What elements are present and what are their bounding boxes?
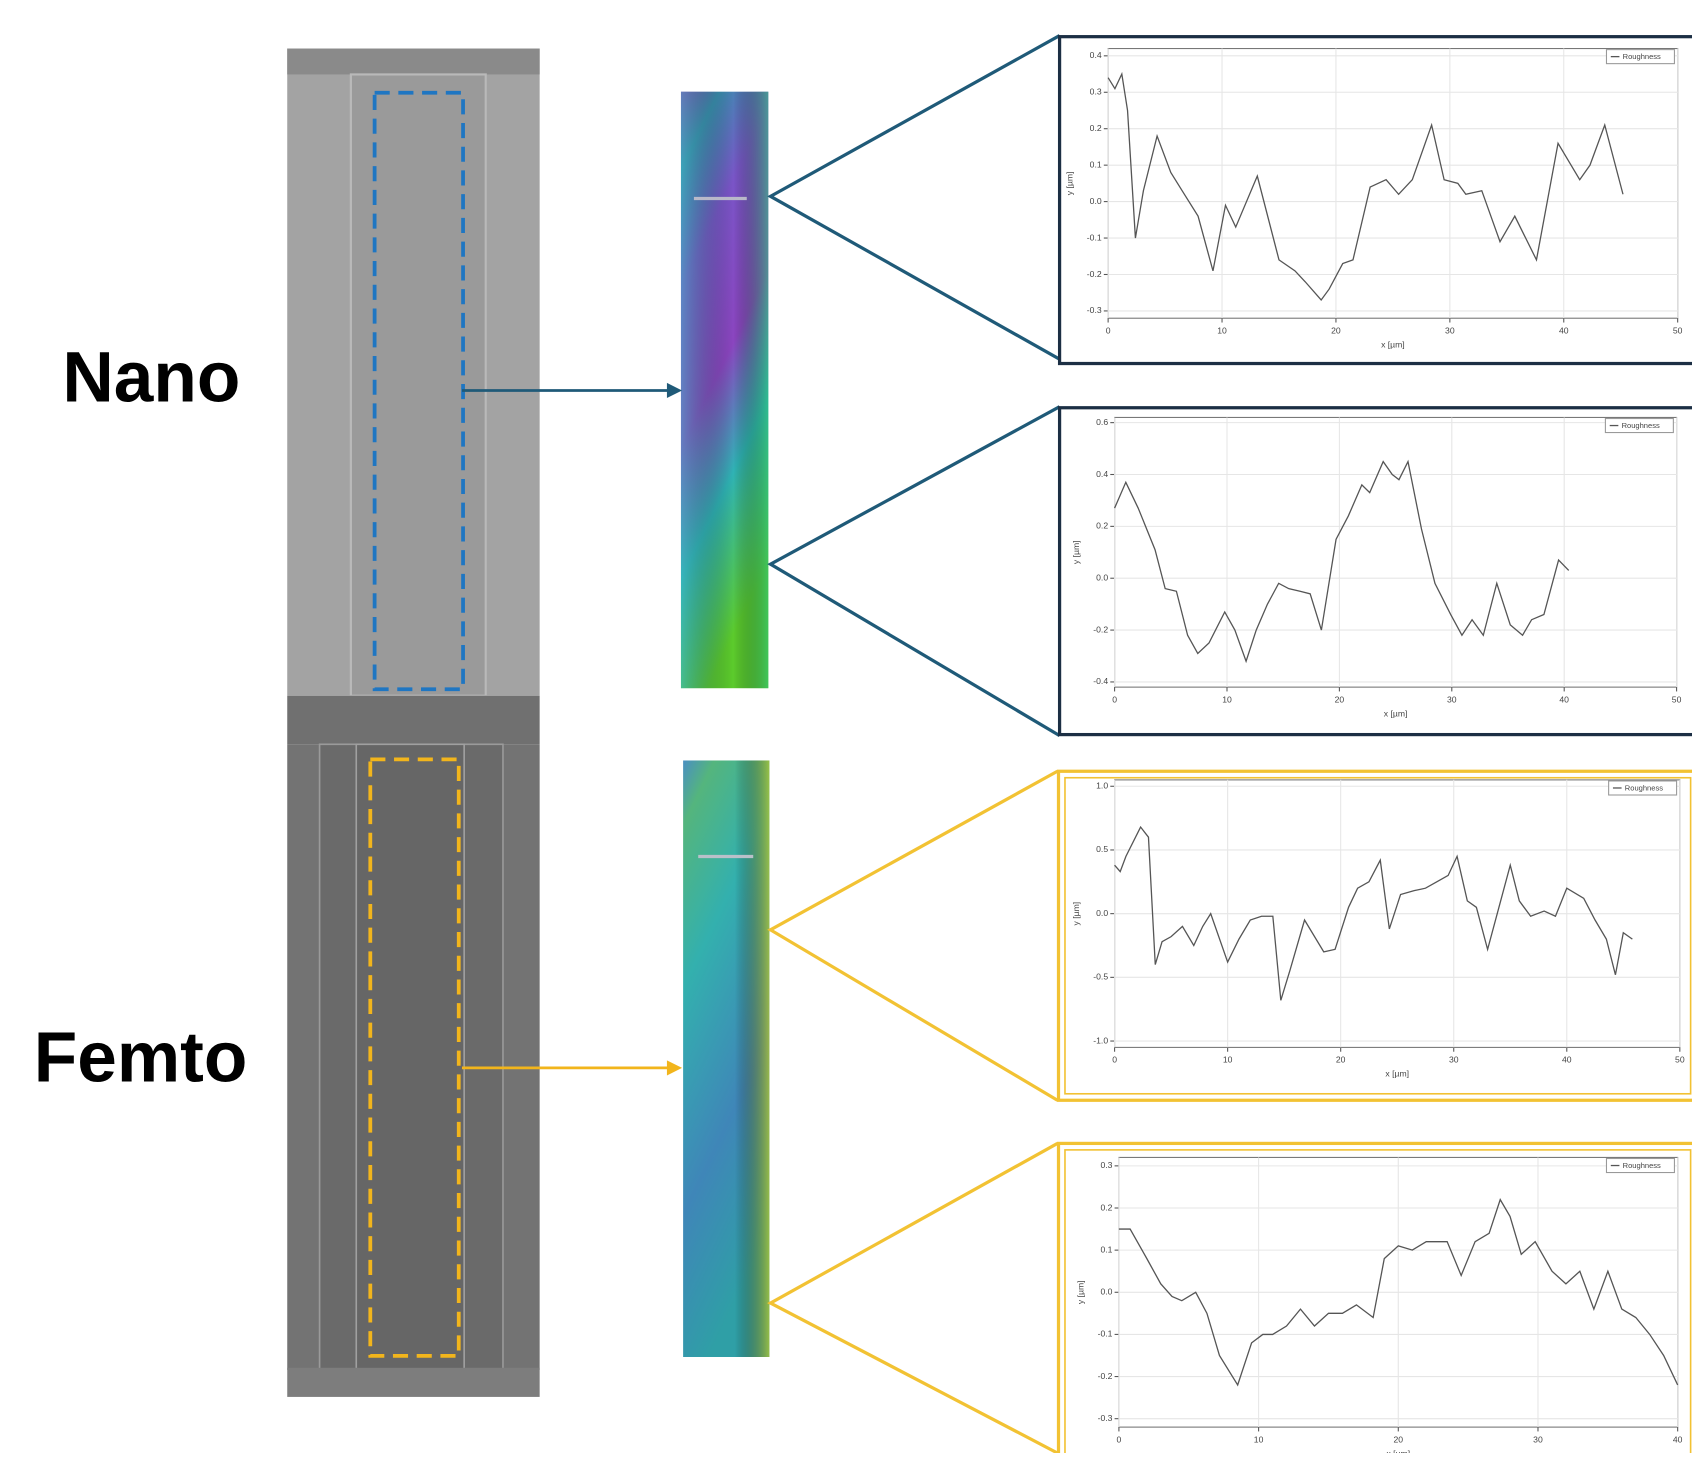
y-axis-label: y [µm] [1071,540,1081,564]
x-tick-label: 30 [1449,1055,1459,1065]
x-tick-label: 10 [1254,1434,1264,1444]
plot-area [1115,417,1677,687]
chart: -1.0 -0.5 0.0 0.5 1.0 0 10 20 30 40 50 x [µm] y [µm]… [1071,780,1685,1079]
x-tick-label: 0 [1117,1434,1122,1444]
x-axis-label: x [µm] [1384,708,1408,718]
y-tick-label: 0.0 [1100,1287,1112,1297]
x-tick-label: 20 [1336,1055,1346,1065]
y-tick-label: 0.3 [1090,87,1102,97]
nano-label: Nano [62,339,240,418]
chart: -0.3 -0.2 -0.1 0.0 0.1 0.2 0.3 0 10 20 30 40 x [µm] y… [1075,1157,1682,1453]
y-tick-label: 0.3 [1100,1160,1112,1170]
x-tick-label: 50 [1672,694,1682,704]
femto-label: Femto [34,1018,248,1097]
legend-label: Roughness [1625,784,1663,793]
legend-label: Roughness [1623,1161,1661,1170]
x-axis-label: x [µm] [1381,339,1405,349]
x-tick-label: 40 [1673,1434,1683,1444]
y-tick-label: -0.1 [1098,1329,1113,1339]
x-tick-label: 50 [1675,1055,1685,1065]
x-tick-label: 10 [1222,694,1232,704]
y-tick-label: -0.3 [1098,1413,1113,1423]
y-tick-label: 0.0 [1096,908,1108,918]
legend-label: Roughness [1623,52,1661,61]
y-tick-label: 0.0 [1090,196,1102,206]
y-tick-label: -0.4 [1093,676,1108,686]
sem-image [287,49,539,1397]
x-tick-label: 20 [1331,325,1341,335]
y-tick-label: -1.0 [1093,1035,1108,1045]
y-tick-label: -0.3 [1087,305,1102,315]
y-tick-label: 0.4 [1090,50,1102,60]
x-tick-label: 40 [1562,1055,1572,1065]
x-tick-label: 40 [1559,325,1569,335]
y-tick-label: 0.2 [1100,1202,1112,1212]
y-tick-label: 0.6 [1096,417,1108,427]
y-axis-label: y [µm] [1071,902,1081,926]
chart: -0.3 -0.2 -0.1 0.0 0.1 0.2 0.3 0.4 0 10 20 30 40 50 x … [1065,49,1683,350]
y-tick-label: -0.2 [1093,624,1108,634]
y-tick-label: 0.1 [1090,159,1102,169]
x-axis-label: x [µm] [1386,1448,1410,1453]
figure: Nano Femto [0,0,1692,1453]
height-map-femto [683,760,769,1357]
x-tick-label: 0 [1106,325,1111,335]
y-tick-label: -0.2 [1098,1371,1113,1381]
y-tick-label: -0.1 [1087,232,1102,242]
y-axis-label: y [µm] [1075,1280,1085,1304]
height-map-nano [681,92,768,689]
x-axis-label: x [µm] [1385,1069,1409,1079]
y-axis-label: y [µm] [1065,172,1075,196]
x-tick-label: 30 [1533,1434,1543,1444]
y-tick-label: 0.1 [1100,1244,1112,1254]
zoom-lines [770,36,1059,1453]
y-tick-label: 0.4 [1096,469,1108,479]
x-tick-label: 10 [1217,325,1227,335]
x-tick-label: 20 [1335,694,1345,704]
y-tick-label: 0.0 [1096,573,1108,583]
legend-label: Roughness [1622,421,1660,430]
y-tick-label: 1.0 [1096,781,1108,791]
y-tick-label: -0.5 [1093,972,1108,982]
x-tick-label: 0 [1112,1055,1117,1065]
chart: -0.4 -0.2 0.0 0.2 0.4 0.6 0 10 20 30 40 50 x [µm] y [… [1071,417,1681,718]
y-tick-label: -0.2 [1087,269,1102,279]
y-tick-label: 0.2 [1096,521,1108,531]
y-tick-label: 0.5 [1096,844,1108,854]
x-tick-label: 10 [1223,1055,1233,1065]
x-tick-label: 20 [1394,1434,1404,1444]
x-tick-label: 30 [1445,325,1455,335]
x-tick-label: 0 [1112,694,1117,704]
x-tick-label: 30 [1447,694,1457,704]
y-tick-label: 0.2 [1090,123,1102,133]
x-tick-label: 50 [1673,325,1683,335]
plot-area [1108,49,1678,319]
x-tick-label: 40 [1559,694,1569,704]
